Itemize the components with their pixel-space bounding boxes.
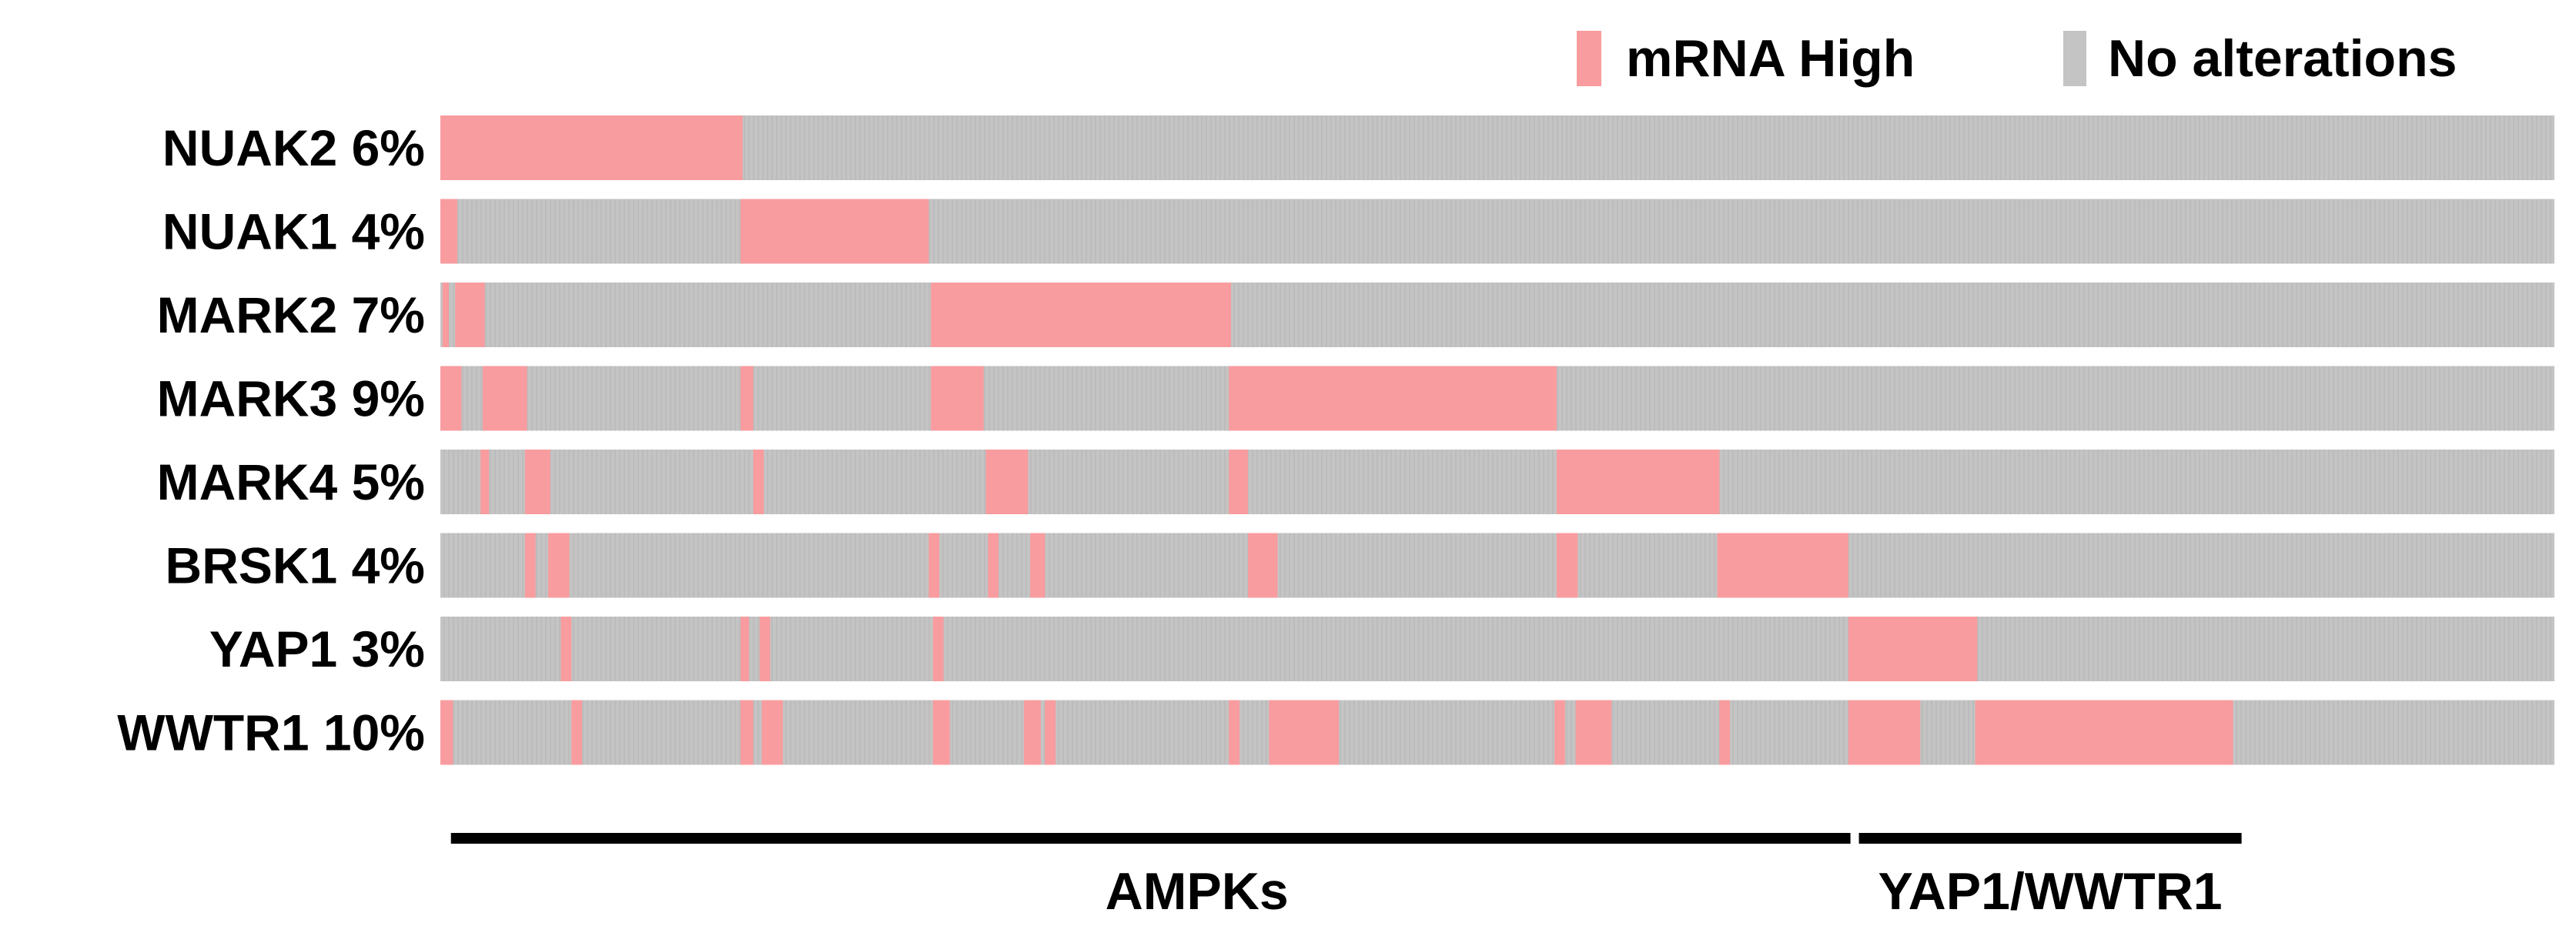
mrna-high-segment-wwtr1-7	[1045, 700, 1056, 765]
mrna-high-segment-mark4-5	[1229, 450, 1248, 514]
mrna-high-segment-wwtr1-4	[761, 700, 783, 765]
legend-swatch-no-alterations	[2063, 31, 2086, 86]
mrna-high-segment-wwtr1-11	[1575, 700, 1612, 765]
mrna-high-segment-mark3-1	[440, 366, 462, 431]
gene-label-yap1: YAP1 3%	[209, 620, 425, 677]
row-mark3	[440, 366, 2554, 431]
row-yap1	[440, 617, 2554, 681]
gene-label-mark3: MARK3 9%	[157, 370, 425, 427]
mrna-high-segment-mark3-2	[482, 366, 527, 431]
mrna-high-segment-wwtr1-3	[740, 700, 754, 765]
mrna-high-segment-wwtr1-10	[1554, 700, 1565, 765]
legend-swatch-mrna-high	[1577, 31, 1601, 86]
mrna-high-segment-mark4-6	[1556, 450, 1720, 514]
mrna-high-segment-brsk1-4	[988, 533, 999, 598]
mrna-high-segment-brsk1-7	[1556, 533, 1578, 598]
mrna-high-segment-yap1-5	[1848, 617, 1978, 681]
mrna-high-segment-wwtr1-5	[932, 700, 950, 765]
mrna-high-segment-mark2-3	[931, 283, 1232, 347]
mrna-high-segment-mark3-4	[931, 366, 984, 431]
group-annotations: AMPKs YAP1/WWTR1	[450, 833, 2242, 921]
mrna-high-segment-yap1-3	[759, 617, 771, 681]
group-label-yap1-wwtr1: YAP1/WWTR1	[1878, 862, 2223, 921]
mrna-high-segment-wwtr1-8	[1229, 700, 1239, 765]
mrna-high-segment-mark4-3	[753, 450, 764, 514]
mrna-high-segment-mark4-2	[524, 450, 550, 514]
mrna-high-segment-nuak1-2	[740, 199, 929, 264]
gene-label-nuak2: NUAK2 6%	[162, 119, 425, 176]
mrna-high-segment-mark3-3	[740, 366, 754, 431]
row-mark2	[440, 283, 2554, 347]
mrna-high-segment-brsk1-5	[1030, 533, 1045, 598]
mrna-high-segment-nuak2-1	[440, 115, 743, 180]
legend: mRNA High No alterations	[1577, 29, 2457, 88]
track-background-mark2	[440, 283, 2554, 347]
mrna-high-segment-wwtr1-9	[1269, 700, 1340, 765]
row-nuak1	[440, 199, 2554, 264]
mrna-high-segment-wwtr1-12	[1719, 700, 1731, 765]
mrna-high-segment-brsk1-1	[524, 533, 536, 598]
mrna-high-segment-mark2-1	[442, 283, 449, 347]
gene-label-brsk1: BRSK1 4%	[166, 537, 425, 594]
mrna-high-segment-nuak1-1	[440, 199, 457, 264]
gene-labels: NUAK2 6% NUAK1 4% MARK2 7% MARK3 9% MARK4 5%…	[117, 119, 425, 761]
mrna-high-segment-mark3-5	[1229, 366, 1557, 431]
mrna-high-segment-mark4-1	[480, 450, 490, 514]
mrna-high-segment-wwtr1-2	[571, 700, 582, 765]
gene-label-mark4: MARK4 5%	[157, 453, 425, 510]
group-bar-ampks	[450, 833, 1851, 844]
legend-label-no-alterations: No alterations	[2108, 29, 2457, 88]
mrna-high-segment-wwtr1-14	[1975, 700, 2233, 765]
group-bar-yap1-wwtr1	[1858, 833, 2242, 844]
mrna-high-segment-wwtr1-13	[1848, 700, 1921, 765]
mrna-high-segment-brsk1-2	[548, 533, 570, 598]
gene-label-wwtr1: WWTR1 10%	[117, 704, 425, 761]
gene-label-mark2: MARK2 7%	[157, 286, 425, 343]
group-label-ampks: AMPKs	[1106, 862, 1289, 921]
row-wwtr1	[440, 700, 2554, 765]
mrna-high-segment-brsk1-6	[1247, 533, 1278, 598]
mrna-high-segment-yap1-4	[932, 617, 944, 681]
row-brsk1	[440, 533, 2554, 598]
row-mark4	[440, 450, 2554, 514]
legend-label-mrna-high: mRNA High	[1626, 29, 1915, 88]
track-background-brsk1	[440, 533, 2554, 598]
track-background-mark4	[440, 450, 2554, 514]
mrna-high-segment-wwtr1-1	[440, 700, 453, 765]
gene-rows	[440, 115, 2554, 765]
row-nuak2	[440, 115, 2554, 180]
gene-label-nuak1: NUAK1 4%	[162, 203, 425, 260]
track-background-yap1	[440, 617, 2554, 681]
mrna-high-segment-brsk1-3	[928, 533, 940, 598]
mrna-high-segment-yap1-1	[560, 617, 572, 681]
mrna-high-segment-wwtr1-6	[1023, 700, 1041, 765]
mrna-high-segment-mark2-2	[455, 283, 485, 347]
track-background-wwtr1	[440, 700, 2554, 765]
track-background-nuak2	[440, 115, 2554, 180]
mrna-high-segment-yap1-2	[740, 617, 749, 681]
mrna-high-segment-brsk1-8	[1717, 533, 1848, 598]
mrna-high-segment-mark4-4	[985, 450, 1029, 514]
